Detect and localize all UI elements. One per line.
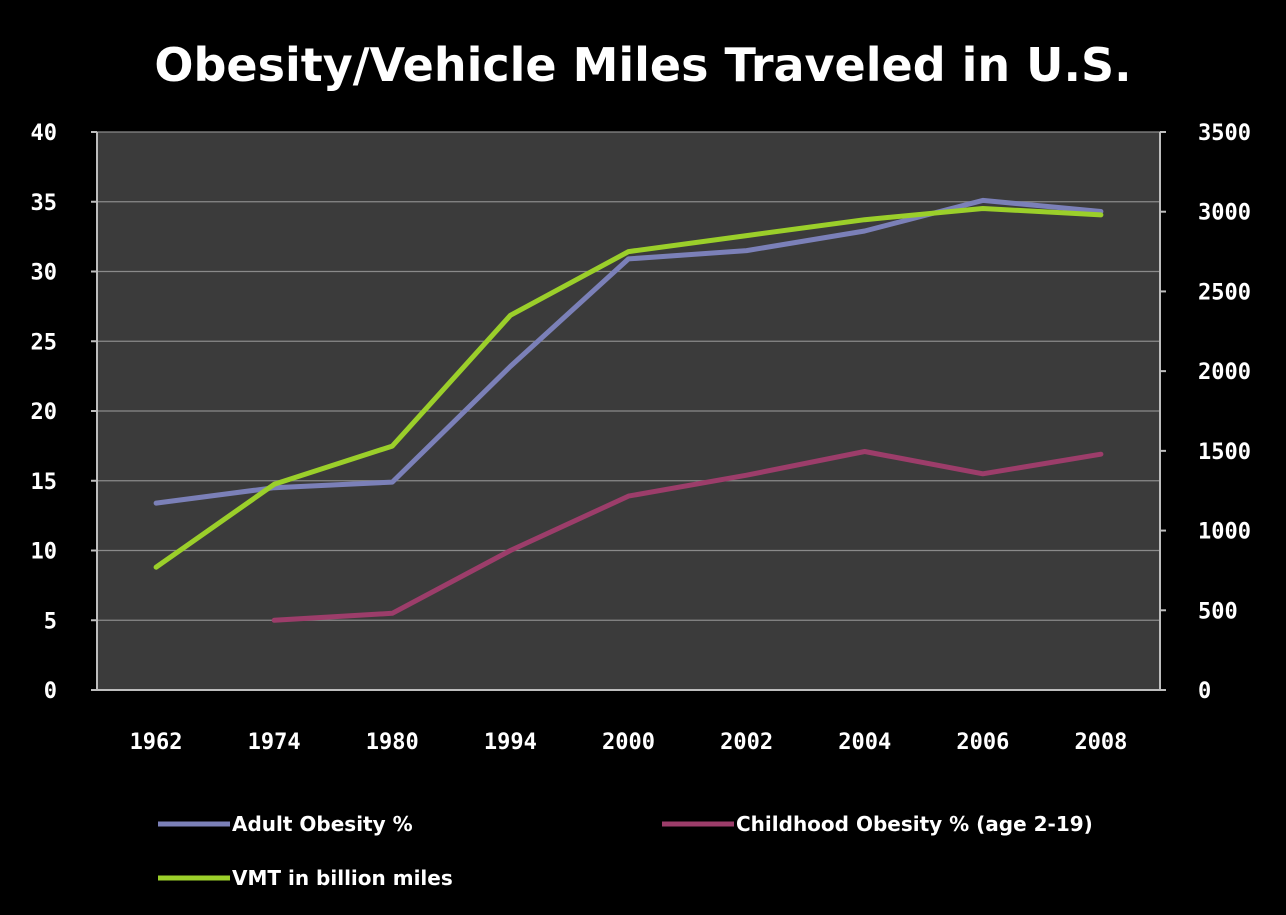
left-tick-label: 30	[31, 261, 58, 286]
legend-label: VMT in billion miles	[232, 866, 453, 890]
left-tick-label: 40	[31, 121, 58, 146]
x-tick-label: 2006	[956, 730, 1009, 755]
left-axis-ticks: 0 5 10 15 20 25 30 35 40	[31, 121, 97, 704]
right-tick-label: 2500	[1198, 280, 1251, 305]
legend-label: Childhood Obesity % (age 2-19)	[736, 812, 1093, 836]
x-tick-label: 1962	[130, 730, 183, 755]
left-tick-label: 25	[31, 330, 58, 355]
x-tick-label: 2002	[720, 730, 773, 755]
right-tick-label: 3500	[1198, 121, 1251, 146]
x-axis-ticks: 1962 1974 1980 1994 2000 2002 2004 2006 2008	[130, 730, 1128, 755]
right-tick-label: 2000	[1198, 360, 1251, 385]
right-tick-label: 3000	[1198, 201, 1251, 226]
x-tick-label: 1980	[366, 730, 419, 755]
left-tick-label: 35	[31, 191, 58, 216]
left-tick-label: 10	[31, 540, 58, 565]
left-tick-label: 5	[44, 609, 57, 634]
left-tick-label: 15	[31, 470, 58, 495]
legend-label: Adult Obesity %	[232, 812, 413, 836]
right-tick-label: 0	[1198, 679, 1211, 704]
right-tick-label: 500	[1198, 599, 1238, 624]
x-tick-label: 2008	[1074, 730, 1127, 755]
series-lines	[153, 197, 1104, 623]
series-line-childhood-obesity-age-2-19	[271, 449, 1104, 623]
x-tick-label: 1994	[484, 730, 537, 755]
series-line-vmt-in-billion-miles	[153, 206, 1104, 570]
x-tick-label: 2004	[838, 730, 891, 755]
x-tick-label: 1974	[248, 730, 301, 755]
left-tick-label: 0	[44, 679, 57, 704]
legend: Adult Obesity % Childhood Obesity % (age …	[158, 812, 1093, 890]
right-tick-label: 1000	[1198, 520, 1251, 545]
right-axis-ticks: 0 500 1000 1500 2000 2500 3000 3500	[1160, 121, 1251, 704]
x-tick-label: 2000	[602, 730, 655, 755]
chart-title: Obesity/Vehicle Miles Traveled in U.S.	[154, 38, 1132, 92]
left-tick-label: 20	[31, 400, 58, 425]
right-tick-label: 1500	[1198, 440, 1251, 465]
